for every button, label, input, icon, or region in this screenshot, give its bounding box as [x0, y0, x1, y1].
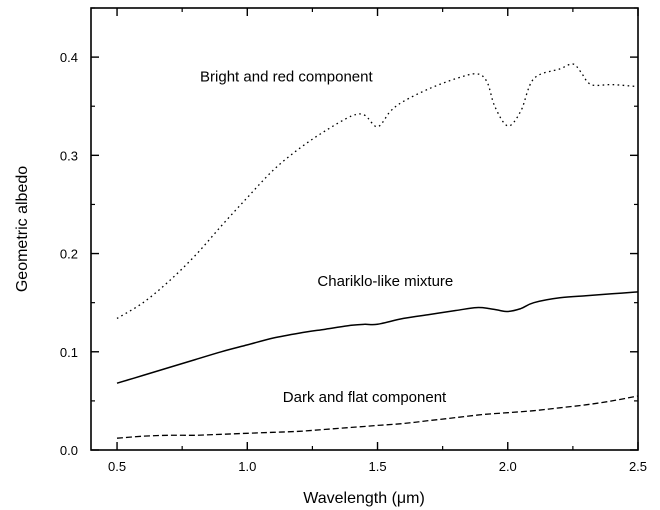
x-tick-labels: 0.5 1.0 1.5 2.0 2.5	[108, 459, 647, 474]
chariklo-mixture-curve	[117, 292, 638, 383]
bright-red-component-label: Bright and red component	[200, 69, 373, 86]
y-axis-title: Geometric albedo	[14, 166, 31, 292]
y-tick-label: 0.1	[60, 345, 78, 360]
spectrum-curves	[117, 64, 638, 438]
y-tick-label: 0.0	[60, 443, 78, 458]
chariklo-mixture-label: Chariklo-like mixture	[317, 273, 453, 290]
x-axis-title: Wavelength (μm)	[303, 490, 425, 507]
x-tick-label: 1.5	[368, 459, 386, 474]
curve-annotations: Bright and red component Chariklo-like mi…	[200, 69, 453, 406]
dark-flat-component-label: Dark and flat component	[283, 389, 447, 406]
y-tick-label: 0.3	[60, 148, 78, 163]
y-tick-label: 0.2	[60, 247, 78, 262]
x-tick-label: 0.5	[108, 459, 126, 474]
x-tick-label: 2.5	[629, 459, 647, 474]
x-tick-label: 1.0	[238, 459, 256, 474]
y-tick-labels: 0.0 0.1 0.2 0.3 0.4	[60, 50, 78, 458]
y-tick-label: 0.4	[60, 50, 78, 65]
x-tick-label: 2.0	[499, 459, 517, 474]
